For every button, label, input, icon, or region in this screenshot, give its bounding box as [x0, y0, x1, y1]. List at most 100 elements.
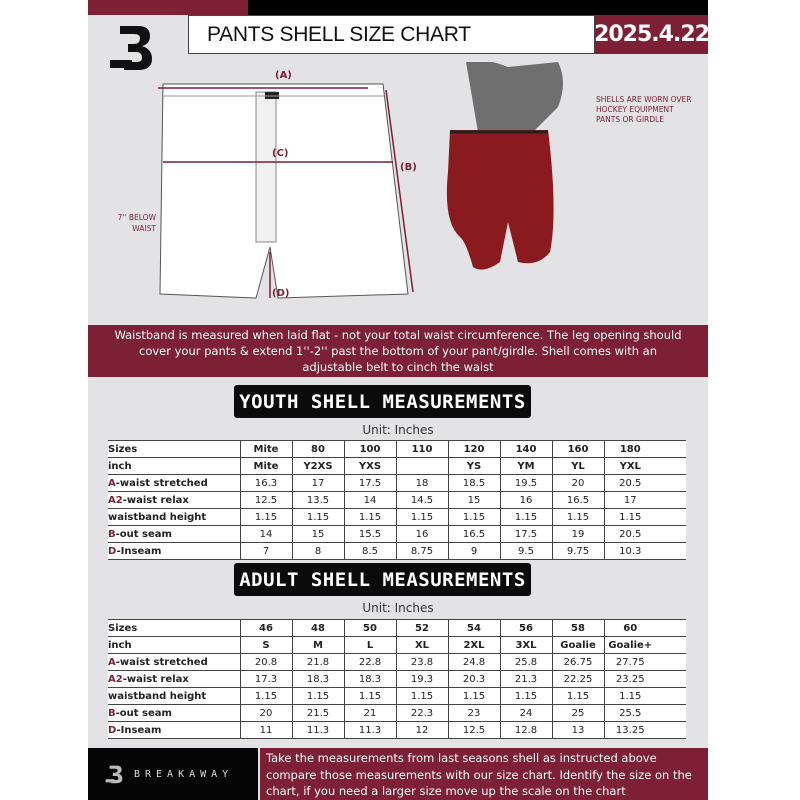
table-cell: 3XL	[499, 636, 552, 654]
footer-instructions: Take the measurements from last seasons …	[260, 748, 708, 800]
table-cell: Mite	[239, 457, 292, 475]
measure-label: -waist relax	[122, 673, 189, 685]
table-cell: 18	[395, 474, 448, 492]
table-row: waistband height 1.15 1.15 1.15 1.15 1.15 1.15…	[108, 687, 686, 705]
table-spacer	[656, 457, 686, 475]
measure-code: A	[108, 656, 116, 668]
top-bar	[248, 0, 708, 15]
youth-size-table: Sizes Mite 80 100 110 120 140 160 180 inch Mite Y2X…	[108, 440, 686, 560]
measure-code: D	[108, 724, 117, 736]
table-cell: 22.3	[395, 704, 448, 722]
table-row: A-waist stretched 20.8 21.8 22.8 23.8 24.8 25.…	[108, 653, 686, 671]
measure-label: -waist stretched	[115, 477, 208, 489]
table-cell: Goalie	[551, 636, 604, 654]
row-label: waistband height	[108, 508, 240, 526]
row-label: Sizes	[108, 440, 240, 458]
table-cell: 15	[447, 491, 500, 509]
row-label: D-Inseam	[108, 542, 240, 560]
table-cell: 1.15	[291, 508, 344, 526]
row-label: A2-waist relax	[108, 670, 240, 688]
table-cell: 1.15	[603, 687, 656, 705]
table-cell: 1.15	[343, 508, 396, 526]
table-cell: 12.8	[499, 721, 552, 739]
table-cell: 19.3	[395, 670, 448, 688]
adult-unit: Unit: Inches	[362, 601, 434, 615]
table-cell: 16	[395, 525, 448, 543]
adult-size-table: Sizes 46 48 50 52 54 56 58 60 inch S M L XL 2XL 3XL Goal…	[108, 619, 686, 739]
row-label: B-out seam	[108, 704, 240, 722]
table-cell: 80	[291, 440, 344, 458]
row-label: A2-waist relax	[108, 491, 240, 509]
table-cell: 48	[291, 619, 344, 637]
table-cell: 25.8	[499, 653, 552, 671]
table-row: A2-waist relax 12.5 13.5 14 14.5 15 16 16.5 17	[108, 491, 686, 509]
table-spacer	[656, 704, 686, 722]
label-a: (A)	[275, 70, 292, 81]
table-cell: 110	[395, 440, 448, 458]
table-cell: 15.5	[343, 525, 396, 543]
table-cell: 120	[447, 440, 500, 458]
table-cell: S	[239, 636, 292, 654]
table-cell: 17	[291, 474, 344, 492]
row-label: B-out seam	[108, 525, 240, 543]
table-cell: 25.5	[603, 704, 656, 722]
table-cell: 16.3	[239, 474, 292, 492]
table-cell: Y2XS	[291, 457, 344, 475]
date-badge: 2025.4.22	[594, 15, 708, 54]
table-cell: YL	[551, 457, 604, 475]
below-waist-note: 7'' BELOW WAIST	[117, 213, 156, 233]
table-cell: 58	[551, 619, 604, 637]
worn-over-note: SHELLS ARE WORN OVER HOCKEY EQUIPMENT PA…	[596, 95, 692, 124]
measure-code: B	[108, 528, 116, 540]
measure-label: Sizes	[108, 622, 138, 634]
measurement-diagram: (A) (C) (B) (D) 7'' BELOW WAIST	[88, 60, 708, 325]
table-cell: 14	[343, 491, 396, 509]
table-cell: YS	[447, 457, 500, 475]
table-cell: 15	[291, 525, 344, 543]
table-cell: 13	[551, 721, 604, 739]
table-cell: 13.25	[603, 721, 656, 739]
table-cell: 8.5	[343, 542, 396, 560]
table-cell: 60	[603, 619, 656, 637]
measuring-instructions: Waistband is measured when laid flat - n…	[88, 325, 708, 377]
table-cell: YM	[499, 457, 552, 475]
table-row: inch S M L XL 2XL 3XL Goalie Goalie+	[108, 636, 686, 654]
label-c: (C)	[272, 148, 289, 159]
table-cell: 13.5	[291, 491, 344, 509]
size-chart-page: PANTS SHELL SIZE CHART 2025.4.22 (A) (C)…	[88, 0, 708, 800]
table-cell: 12.5	[239, 491, 292, 509]
table-cell: 1.15	[239, 687, 292, 705]
table-cell: 20.3	[447, 670, 500, 688]
table-row: D-Inseam 7 8 8.5 8.75 9 9.5 9.75 10.3	[108, 542, 686, 560]
table-cell: 23	[447, 704, 500, 722]
table-cell: 14.5	[395, 491, 448, 509]
table-spacer	[656, 440, 686, 458]
table-spacer	[656, 542, 686, 560]
table-cell: 17.3	[239, 670, 292, 688]
table-spacer	[656, 508, 686, 526]
table-cell: 1.15	[447, 508, 500, 526]
measure-code: D	[108, 545, 117, 557]
pants-diagram-illustration	[158, 60, 563, 299]
table-spacer	[656, 721, 686, 739]
table-cell: 1.15	[551, 687, 604, 705]
measure-label: waistband height	[108, 690, 207, 702]
table-cell: 19	[551, 525, 604, 543]
table-cell: 18.5	[447, 474, 500, 492]
table-cell: 12	[395, 721, 448, 739]
table-spacer	[656, 525, 686, 543]
table-cell: 46	[239, 619, 292, 637]
row-label: D-Inseam	[108, 721, 240, 739]
table-cell: 50	[343, 619, 396, 637]
measure-code: A	[108, 477, 116, 489]
table-cell: 24.8	[447, 653, 500, 671]
table-cell: 9.5	[499, 542, 552, 560]
table-cell: 1.15	[343, 687, 396, 705]
table-cell: 27.75	[603, 653, 656, 671]
row-label: A-waist stretched	[108, 653, 240, 671]
table-cell: 26.75	[551, 653, 604, 671]
breakaway-logo-icon	[110, 26, 152, 70]
footer-brand: BREAKAWAY	[88, 748, 258, 800]
measure-label: -waist stretched	[115, 656, 208, 668]
table-cell: M	[291, 636, 344, 654]
